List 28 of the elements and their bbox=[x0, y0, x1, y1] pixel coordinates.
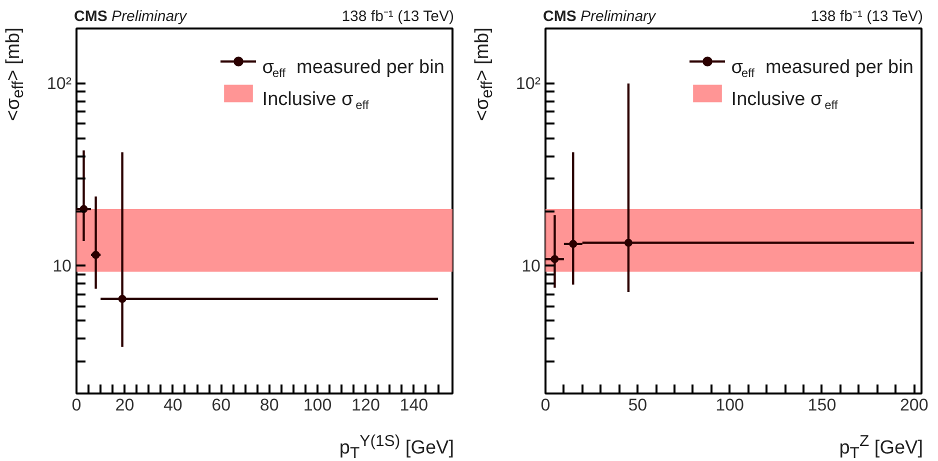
x-tick-label: 200 bbox=[900, 396, 928, 414]
x-axis-title: p$_{T}$$^{Υ(1S)}$ [GeV] bbox=[338, 432, 454, 461]
point bbox=[92, 250, 100, 259]
x-tick-label: 20 bbox=[115, 396, 134, 414]
point bbox=[569, 240, 578, 248]
point bbox=[550, 255, 559, 264]
x-tick-label: 120 bbox=[352, 396, 380, 414]
x-tick-label: 0 bbox=[540, 396, 550, 414]
x-tick-label: 150 bbox=[808, 396, 836, 414]
x-tick-label: 50 bbox=[628, 396, 648, 414]
chart-title: CMS Preliminary bbox=[543, 8, 656, 25]
x-tick-label: 80 bbox=[260, 396, 279, 414]
chart-subtitle: 138 fb⁻¹ (13 TeV) bbox=[810, 7, 923, 27]
x-tick-label: 60 bbox=[212, 396, 231, 414]
x-tick-label: 40 bbox=[163, 396, 182, 414]
y-tick-label: 10² bbox=[516, 74, 541, 93]
point bbox=[118, 294, 126, 303]
x-tick-label: 100 bbox=[716, 396, 744, 414]
x-tick-label: 100 bbox=[303, 396, 332, 414]
x-axis-title: p$_{T}$$^{Z}$ [GeV] bbox=[838, 432, 923, 461]
y-tick-label: 10 bbox=[52, 256, 72, 276]
chart-title: CMS Preliminary bbox=[74, 8, 187, 25]
chart-subtitle: 138 fb⁻¹ (13 TeV) bbox=[342, 7, 454, 27]
y-tick-label: 10² bbox=[46, 74, 72, 93]
point bbox=[624, 238, 632, 247]
x-tick-label: 0 bbox=[72, 396, 82, 414]
x-tick-label: 140 bbox=[400, 396, 428, 414]
y-tick-label: 10 bbox=[522, 256, 541, 276]
